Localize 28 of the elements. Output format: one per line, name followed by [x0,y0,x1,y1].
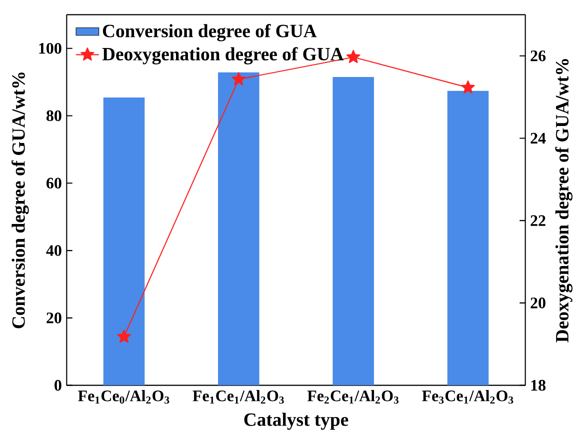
point [461,80,475,94]
x-tick-label: Fe$_{1}$Ce$_{0}$/Al$_{2}$O$_{3}$ [78,390,170,404]
point [117,330,131,343]
y-tick-label: 20 [46,312,62,324]
bar [332,77,374,386]
point [346,50,360,64]
legend-label: Deoxygenation degree of GUA [102,47,344,64]
y-tick-label: 80 [46,110,62,122]
y2-tick-label: 24 [530,132,546,144]
y2-axis-title: Deoxygenation degree of GUA/wt% [555,59,572,342]
y2-tick-label: 20 [530,298,546,308]
y-tick-label: 0 [54,380,62,391]
y2-tick-label: 26 [530,50,546,62]
y-tick-label: 40 [46,245,62,256]
x-tick-label: Fe$_{3}$Ce$_{1}$/Al$_{2}$O$_{3}$ [422,390,514,404]
x-axis-title: Catalyst type [244,412,348,430]
y-tick-label: 60 [46,178,62,189]
y2-tick-label: 18 [531,380,546,391]
y2-tick-label: 22 [530,215,546,226]
point [232,72,246,86]
bar [218,72,260,386]
bar [447,90,489,386]
y-tick-label: 100 [39,42,62,54]
x-tick-label: Fe$_{2}$Ce$_{1}$/Al$_{2}$O$_{3}$ [307,390,399,404]
y-axis-title: Conversion degree of GUA/wt% [12,72,29,328]
legend-label: Conversion degree of GUA [102,24,317,42]
x-tick-label: Fe$_{1}$Ce$_{1}$/Al$_{2}$O$_{3}$ [192,390,284,404]
bar [103,98,145,386]
